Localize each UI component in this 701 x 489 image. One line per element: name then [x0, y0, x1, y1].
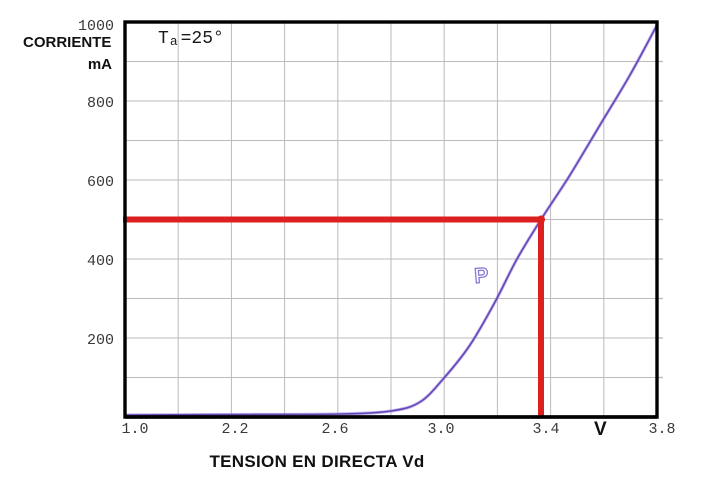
svg-text:P: P	[473, 264, 489, 288]
svg-text:V: V	[594, 419, 607, 440]
svg-text:Ta=25°: Ta =25°	[158, 29, 224, 49]
